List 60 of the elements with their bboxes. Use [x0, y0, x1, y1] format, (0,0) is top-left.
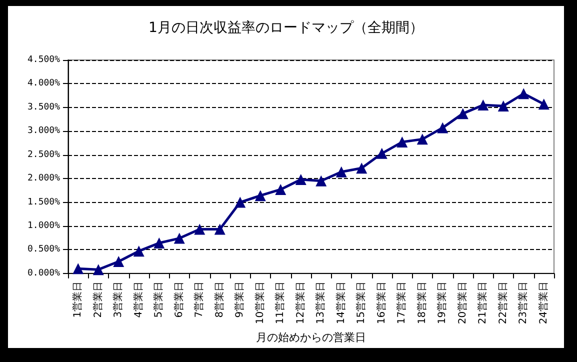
point: [254, 190, 266, 202]
y-tick-label: 4.000%: [27, 78, 61, 89]
point: [396, 136, 408, 148]
y-tick-label: 3.000%: [27, 126, 61, 136]
y-tick-label: 3.500%: [27, 102, 61, 112]
point: [498, 100, 509, 112]
point: [194, 224, 206, 235]
y-tick-label: 0.000%: [27, 268, 61, 278]
point: [416, 134, 428, 145]
y-tick-label: 4.500%: [27, 55, 61, 65]
x-tick-label: 5営業日: [152, 281, 165, 318]
point: [518, 88, 530, 100]
point: [376, 148, 388, 159]
x-tick-label: 17営業日: [396, 281, 408, 324]
point: [214, 224, 226, 235]
y-tick-label: 0.500%: [27, 244, 61, 255]
point: [275, 184, 286, 195]
x-axis-title: 月の始めからの営業日: [256, 331, 366, 344]
x-tick-label: 21営業日: [476, 281, 489, 324]
point: [72, 263, 84, 274]
x-tick-label: 22営業日: [496, 281, 509, 324]
x-tick-label: 9営業日: [234, 281, 246, 318]
point: [92, 264, 104, 276]
x-tick-label: 14営業日: [334, 281, 347, 324]
point: [336, 166, 347, 178]
x-tick-label: 10営業日: [254, 281, 266, 324]
y-tick-label: 2.000%: [27, 174, 61, 184]
point: [478, 100, 489, 111]
point: [234, 196, 246, 208]
point: [295, 174, 306, 185]
x-tick-label: 24営業日: [537, 281, 550, 324]
point: [538, 98, 550, 110]
x-tick-label: 19営業日: [436, 281, 448, 324]
x-tick-label: 13営業日: [314, 281, 327, 324]
x-tick-label: 12営業日: [294, 281, 306, 324]
x-tick-label: 1営業日: [72, 281, 84, 318]
x-tick-label: 23営業日: [517, 281, 530, 324]
point: [113, 256, 124, 268]
x-tick-label: 18営業日: [416, 281, 428, 324]
chart-title: 1月の日次収益率のロードマップ（全期間）: [148, 20, 424, 36]
x-tick-label: 16営業日: [375, 281, 388, 324]
point: [154, 238, 165, 249]
x-tick-label: 8営業日: [213, 281, 226, 318]
x-tick-label: 3営業日: [112, 281, 124, 318]
x-tick-label: 2営業日: [92, 281, 104, 318]
point: [174, 232, 185, 244]
x-tick-label: 7営業日: [193, 281, 206, 318]
point: [457, 108, 468, 120]
point: [133, 246, 144, 257]
y-tick-label: 1.500%: [27, 197, 61, 208]
x-tick-label: 11営業日: [274, 281, 286, 324]
y-tick-label: 1.000%: [27, 220, 61, 231]
x-tick-label: 4営業日: [132, 281, 144, 318]
point: [356, 162, 368, 174]
point: [437, 122, 448, 134]
point: [316, 175, 327, 186]
x-tick-label: 15営業日: [355, 281, 368, 324]
y-tick-label: 2.500%: [27, 150, 61, 160]
x-tick-label: 6営業日: [172, 281, 185, 318]
x-tick-label: 20営業日: [456, 281, 468, 324]
